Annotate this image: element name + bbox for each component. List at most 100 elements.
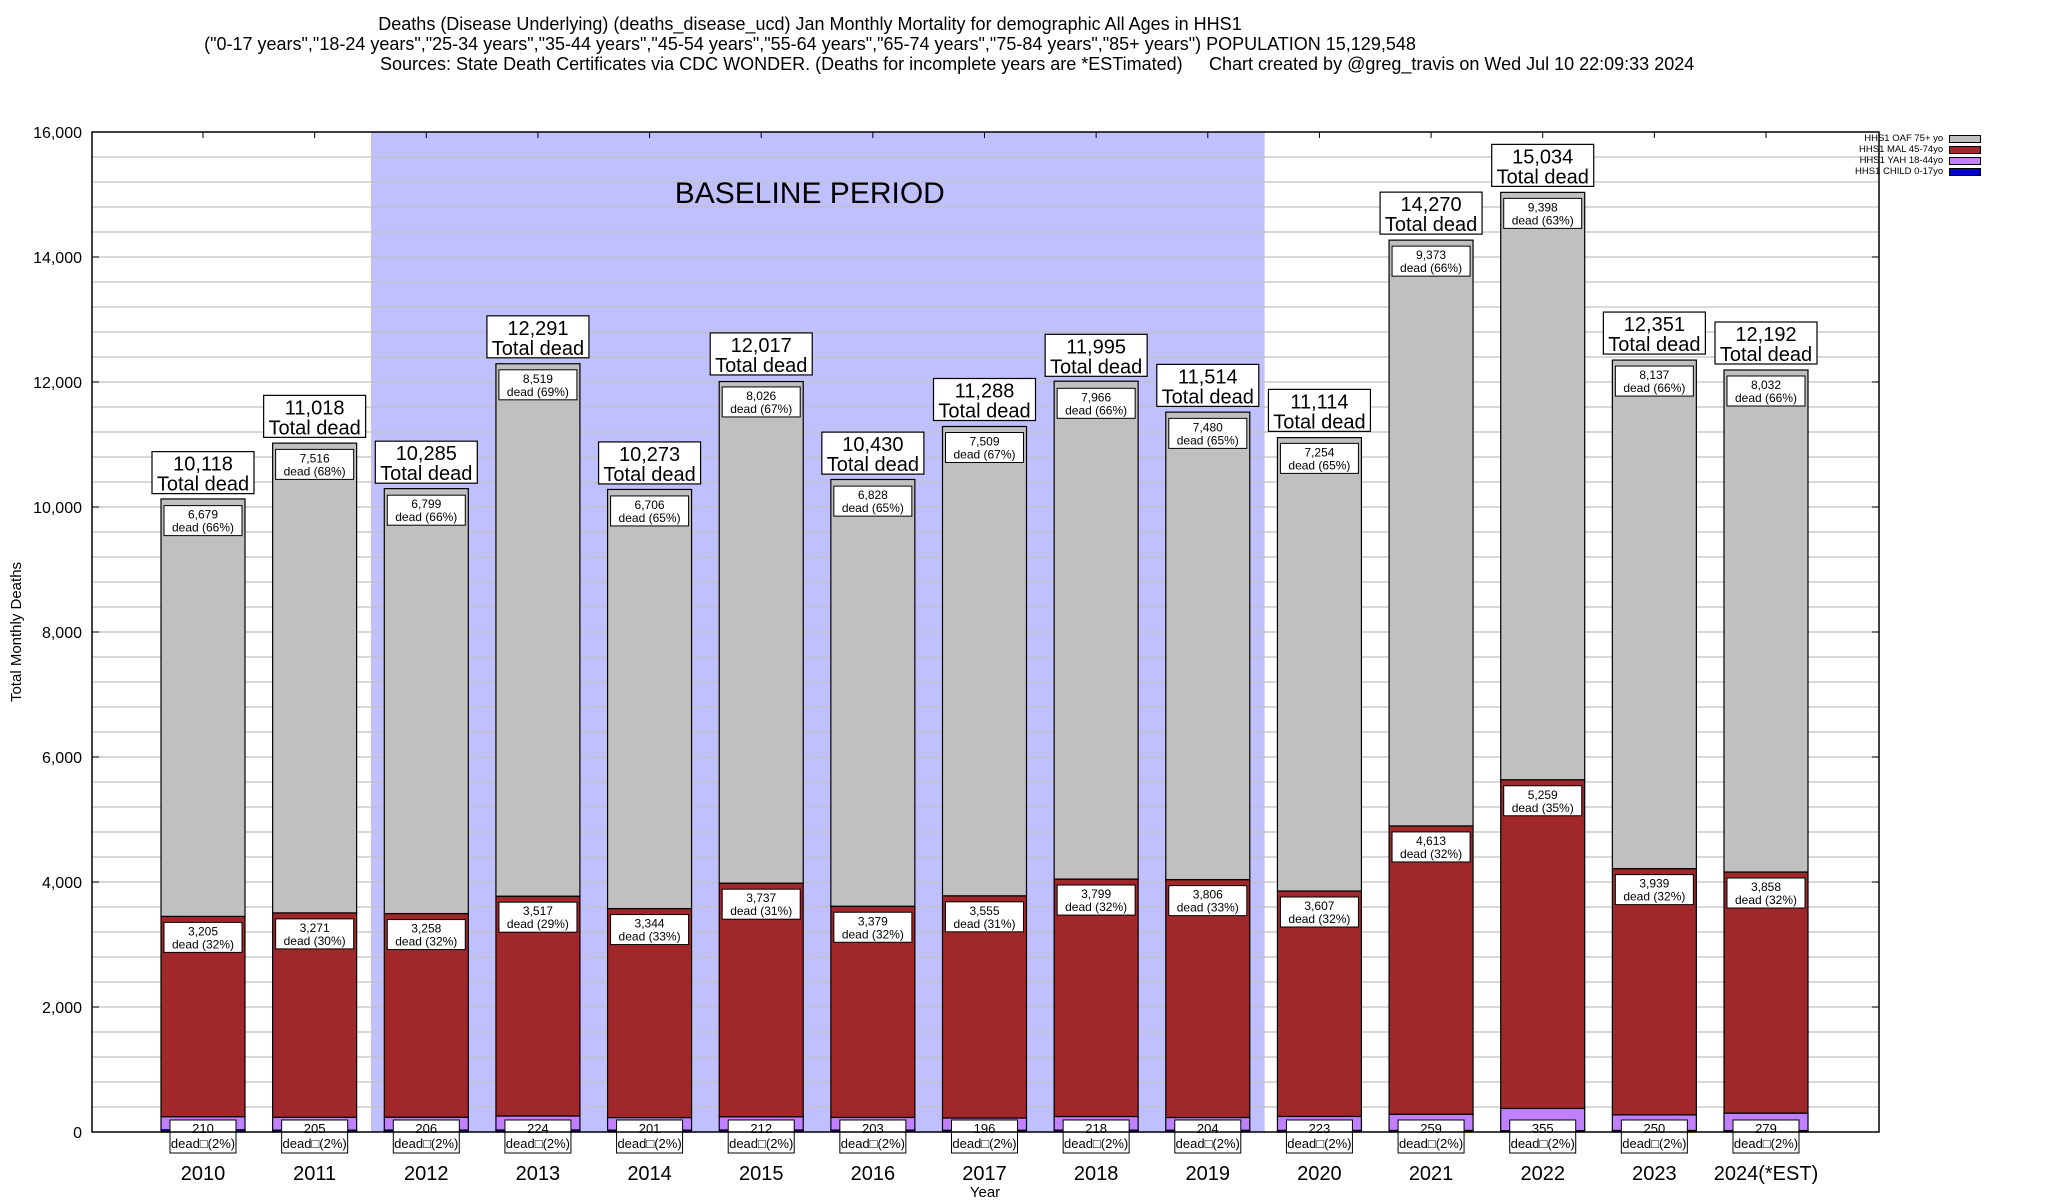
legend: HHS1 OAF 75+ yo HHS1 MAL 45-74yo HHS1 YAH …	[1855, 133, 1982, 177]
mal-value-label: 5,259	[1528, 788, 1558, 802]
x-axis-label: Year	[970, 1184, 1000, 1200]
mal-pct-label: dead (32%)	[1623, 890, 1685, 904]
y-tick-label: 0	[73, 1125, 82, 1142]
total-label-box	[709, 332, 813, 376]
yah-label-box	[281, 1119, 349, 1154]
bar-segment	[1053, 878, 1139, 1118]
y-tick-label: 10,000	[33, 500, 82, 517]
y-tick-label: 14,000	[33, 250, 82, 267]
total-label-box	[1156, 363, 1260, 407]
oaf-pct-label: dead (68%)	[284, 464, 346, 478]
yah-pct-label: dead□(2%)	[1287, 1136, 1351, 1151]
yah-pct-label: dead□(2%)	[1622, 1136, 1686, 1151]
legend-swatch	[1949, 145, 1982, 154]
yah-label-box	[169, 1119, 237, 1154]
oaf-label-box	[610, 495, 690, 527]
y-tick-label: 12,000	[33, 375, 82, 392]
oaf-value-label: 6,828	[858, 488, 888, 502]
yah-value-label: 212	[750, 1121, 772, 1136]
total-suffix-label: Total dead	[1497, 166, 1589, 188]
bar-segment	[1053, 380, 1139, 880]
x-tick-label: 2020	[1297, 1163, 1342, 1185]
legend-label: HHS1 OAF 75+ yo	[1864, 133, 1944, 144]
oaf-pct-label: dead (69%)	[507, 385, 569, 399]
x-tick-label: 2011	[293, 1163, 336, 1185]
mal-pct-label: dead (33%)	[1177, 901, 1239, 915]
legend-entry: HHS1 CHILD 0-17yo	[1855, 166, 1982, 177]
total-label-box	[1491, 143, 1595, 187]
mal-value-label: 3,939	[1639, 877, 1669, 891]
oaf-value-label: 6,706	[635, 498, 665, 512]
legend-label: HHS1 MAL 45-74yo	[1859, 144, 1944, 155]
total-label-box	[932, 377, 1037, 422]
legend-label: HHS1 CHILD 0-17yo	[1855, 166, 1944, 177]
mal-value-label: 3,517	[523, 904, 553, 918]
mal-pct-label: dead (33%)	[619, 930, 681, 944]
yah-label-box	[1062, 1119, 1130, 1154]
y-tick-label: 16,000	[33, 125, 82, 142]
oaf-value-label: 8,032	[1751, 378, 1781, 392]
total-value-label: 12,017	[731, 335, 792, 357]
yah-pct-label: dead□(2%)	[1734, 1136, 1798, 1151]
x-tick-label: 2015	[739, 1163, 784, 1185]
sources-text: Sources: State Death Certificates via CD…	[380, 54, 1183, 74]
total-suffix-label: Total dead	[1608, 334, 1700, 356]
credit-text: Chart created by @greg_travis on Wed Jul…	[1209, 54, 1695, 74]
yah-pct-label: dead□(2%)	[617, 1136, 681, 1151]
mal-label-box	[833, 911, 913, 943]
x-tick-label: 2014	[627, 1163, 672, 1185]
yah-value-label: 204	[1197, 1121, 1219, 1136]
total-value-label: 11,514	[1178, 366, 1238, 388]
mal-pct-label: dead (35%)	[1512, 801, 1574, 815]
oaf-pct-label: dead (67%)	[730, 402, 792, 416]
legend-swatch	[1949, 167, 1982, 176]
yah-pct-label: dead□(2%)	[171, 1136, 235, 1151]
mal-pct-label: dead (32%)	[172, 937, 234, 951]
total-suffix-label: Total dead	[268, 417, 360, 439]
oaf-value-label: 7,254	[1304, 445, 1334, 459]
oaf-pct-label: dead (63%)	[1512, 213, 1574, 227]
total-suffix-label: Total dead	[1050, 356, 1142, 378]
bar-segment	[1165, 411, 1251, 881]
bar-segment	[941, 425, 1028, 897]
yah-pct-label: dead□(2%)	[283, 1136, 347, 1151]
total-suffix-label: Total dead	[827, 454, 919, 476]
mal-pct-label: dead (32%)	[1400, 847, 1462, 861]
mal-pct-label: dead (32%)	[395, 935, 457, 949]
oaf-label-box	[1391, 245, 1471, 277]
bar-segment	[1611, 359, 1697, 870]
oaf-value-label: 7,966	[1081, 390, 1111, 404]
oaf-pct-label: dead (65%)	[1177, 433, 1239, 447]
bar-segment	[272, 442, 358, 914]
total-value-label: 10,285	[396, 443, 457, 465]
mal-value-label: 3,344	[635, 917, 665, 931]
yah-label-box	[504, 1119, 572, 1154]
oaf-label-box	[721, 386, 801, 418]
total-suffix-label: Total dead	[380, 463, 472, 485]
oaf-label-box	[498, 369, 578, 401]
mal-pct-label: dead (31%)	[953, 917, 1015, 931]
total-label-box	[151, 451, 255, 495]
legend-entry: HHS1 MAL 45-74yo	[1855, 144, 1982, 155]
yah-value-label: 203	[862, 1121, 884, 1136]
mal-label-box	[1168, 885, 1248, 917]
x-tick-label: 2018	[1074, 1163, 1119, 1185]
total-suffix-label: Total dead	[1273, 411, 1365, 433]
bar-segment	[383, 488, 469, 915]
oaf-value-label: 9,373	[1416, 248, 1446, 262]
yah-label-box	[1732, 1119, 1800, 1154]
chart-subtitle: ("0-17 years","18-24 years","25-34 years…	[204, 34, 1416, 54]
oaf-label-box	[833, 485, 913, 517]
y-tick-label: 4,000	[42, 875, 82, 892]
total-suffix-label: Total dead	[492, 338, 584, 360]
yah-pct-label: dead□(2%)	[394, 1136, 458, 1151]
total-value-label: 14,270	[1400, 194, 1461, 216]
total-label-box	[1044, 333, 1148, 377]
total-label-box	[263, 394, 367, 438]
oaf-label-box	[1279, 442, 1359, 474]
yah-label-box	[1285, 1119, 1353, 1154]
yah-label-box	[951, 1119, 1018, 1154]
total-value-label: 10,430	[842, 434, 903, 456]
x-tick-label: 2023	[1632, 1163, 1677, 1185]
mal-value-label: 4,613	[1416, 834, 1446, 848]
